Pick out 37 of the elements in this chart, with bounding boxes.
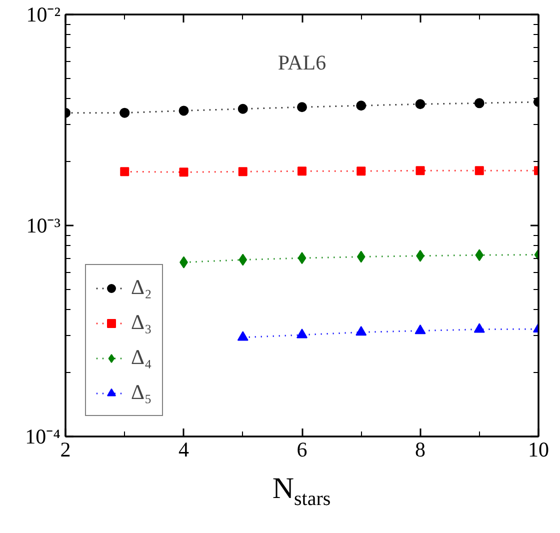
point [120,108,130,118]
legend-label: Δ₄ [131,345,152,370]
x-tick-label: 10 [528,438,549,462]
point [238,254,248,266]
legend-label: Δ₂ [131,275,152,300]
point [298,166,306,176]
point [474,98,484,108]
point [474,323,485,333]
x-tick-label: 2 [60,438,71,462]
y-tick-label: 10⁻⁴ [25,424,61,448]
point [237,331,248,341]
point [356,100,366,111]
legend-label: Δ₃ [131,310,152,335]
point [356,166,366,176]
x-tick-label: 8 [415,438,426,462]
point [297,102,307,112]
x-tick-label: 6 [296,438,308,462]
point [415,99,426,110]
legend-label: Δ₅ [131,380,152,405]
point [356,250,366,263]
y-tick-label: 10⁻² [26,2,60,26]
y-tick-label: 10⁻³ [26,214,60,238]
point [475,249,484,262]
point [179,168,188,177]
point [474,166,484,176]
text: PAL6 [278,50,326,74]
x-tick-label: 4 [178,438,190,462]
point [298,252,306,264]
point [178,106,189,116]
point [296,328,308,338]
point [238,104,248,114]
x-axis-title: N$_{stars}$ [271,471,332,512]
point [356,326,367,336]
point [238,167,248,176]
point [414,324,426,334]
point [120,167,130,176]
point [416,166,425,176]
